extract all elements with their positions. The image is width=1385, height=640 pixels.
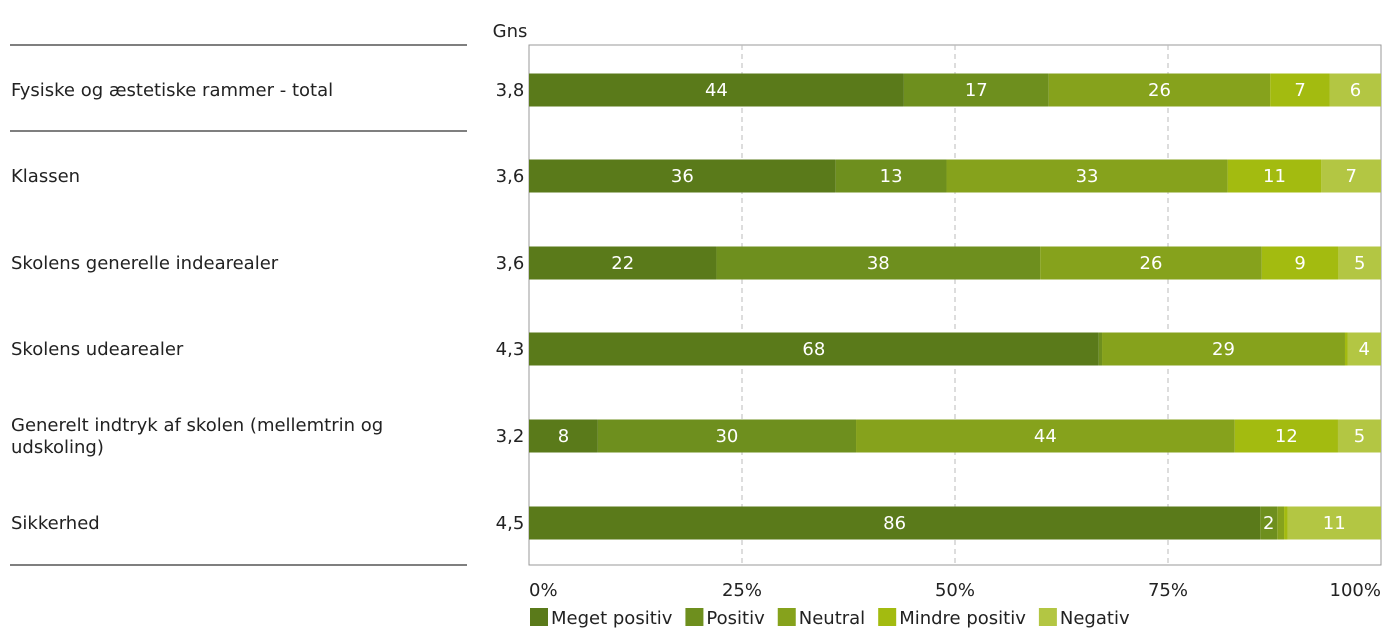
data-label: 5 [1354,253,1365,274]
bar-segment [529,159,836,193]
bar-segment [597,419,857,453]
bar-segment [1227,159,1322,193]
average-column-header: Gns [493,21,528,42]
data-label: 36 [671,166,694,187]
bar-segment [1261,246,1339,280]
data-label: 38 [867,253,890,274]
row-label: Skolens udearealer [11,339,184,360]
bars: 44 17 26 7 6 36 13 33 11 7 22 38 26 9 5 68 29 4 8 30 44 12 5 86… [529,73,1381,540]
data-label: 26 [1140,253,1163,274]
bar-segment [529,419,598,453]
row-label: Fysiske og æstetiske rammer - total [11,80,333,101]
bar-segment [529,73,904,107]
x-axis-ticks: 0% 25% 50% 75% 100% [529,580,1381,601]
data-label: 33 [1076,166,1099,187]
legend: Meget positiv Positiv Neutral Mindre positi… [530,608,1130,629]
data-label: 26 [1148,80,1171,101]
data-label: 29 [1212,339,1235,360]
data-label: 12 [1275,426,1298,447]
row-separators [10,44,467,566]
row-label: Generelt indtryk af skolen (mellemtrin o… [11,415,383,458]
bar-segment [1344,332,1348,366]
bar-segment [946,159,1228,193]
grid-lines [741,45,1169,565]
average-value: 3,2 [496,426,525,447]
legend-item: Neutral [777,608,865,629]
bar-segment [1260,506,1278,540]
x-tick-label: 50% [935,580,975,601]
average-values: 3,8 3,6 3,6 4,3 3,2 4,5 [496,80,525,534]
bar-segment [1234,419,1338,453]
bar-segment [1329,73,1381,107]
bar-segment [1270,73,1330,107]
bar-segment [1284,506,1288,540]
legend-swatch [878,608,897,626]
x-tick-label: 75% [1148,580,1188,601]
row-label: Skolens generelle indearealer [11,253,279,274]
legend-swatch [685,608,704,626]
bar-segment [529,506,1261,540]
data-label: 7 [1345,166,1356,187]
bar-segment [1040,246,1262,280]
bar-segment [1321,159,1381,193]
legend-item: Negativ [1038,608,1130,629]
data-label: 6 [1350,80,1361,101]
legend-swatch [530,608,548,626]
data-label: 30 [715,426,738,447]
legend-item: Positiv [685,608,765,629]
x-tick-label: 0% [529,580,558,601]
data-label: 22 [611,253,634,274]
legend-label: Positiv [706,608,765,629]
data-label: 8 [558,426,569,447]
data-label: 9 [1294,253,1305,274]
data-label: 2 [1263,513,1274,534]
bar-segment [856,419,1235,453]
data-label: 5 [1354,426,1365,447]
data-label: 13 [880,166,903,187]
bar-segment [529,246,717,280]
bar-segment [1277,506,1285,540]
bar-segment [1098,332,1103,366]
legend-swatch [1038,608,1057,626]
data-label: 7 [1294,80,1305,101]
data-label: 11 [1263,166,1286,187]
row-labels: Fysiske og æstetiske rammer - total Klass… [11,80,383,534]
legend-label: Mindre positiv [899,608,1026,629]
legend-swatch [777,608,796,626]
bar-segment [1347,332,1381,366]
legend-label: Negativ [1060,608,1130,629]
bar-segment [529,332,1099,366]
average-value: 3,6 [496,166,525,187]
bar-segment [716,246,1041,280]
data-label: 11 [1323,513,1346,534]
bar-segment [1102,332,1345,366]
average-value: 4,3 [496,339,525,360]
bar-segment [835,159,947,193]
row-label: Sikkerhed [11,513,100,534]
legend-item: Mindre positiv [878,608,1026,629]
bar-segment [1338,246,1381,280]
bar-segment [903,73,1049,107]
x-tick-label: 100% [1330,580,1381,601]
data-label: 44 [1034,426,1057,447]
legend-label: Neutral [799,608,865,629]
bar-segment [1287,506,1381,540]
data-label: 68 [802,339,825,360]
average-value: 3,8 [496,80,525,101]
average-value: 4,5 [496,513,525,534]
bar-segment [1337,419,1381,453]
legend-item: Meget positiv [530,608,673,629]
row-label: Klassen [11,166,80,187]
data-label: 4 [1359,339,1370,360]
data-label: 86 [883,513,906,534]
x-tick-label: 25% [722,580,762,601]
bar-segment [1048,73,1271,107]
legend-label: Meget positiv [551,608,673,629]
data-label: 17 [965,80,988,101]
data-label: 44 [705,80,728,101]
average-value: 3,6 [496,253,525,274]
